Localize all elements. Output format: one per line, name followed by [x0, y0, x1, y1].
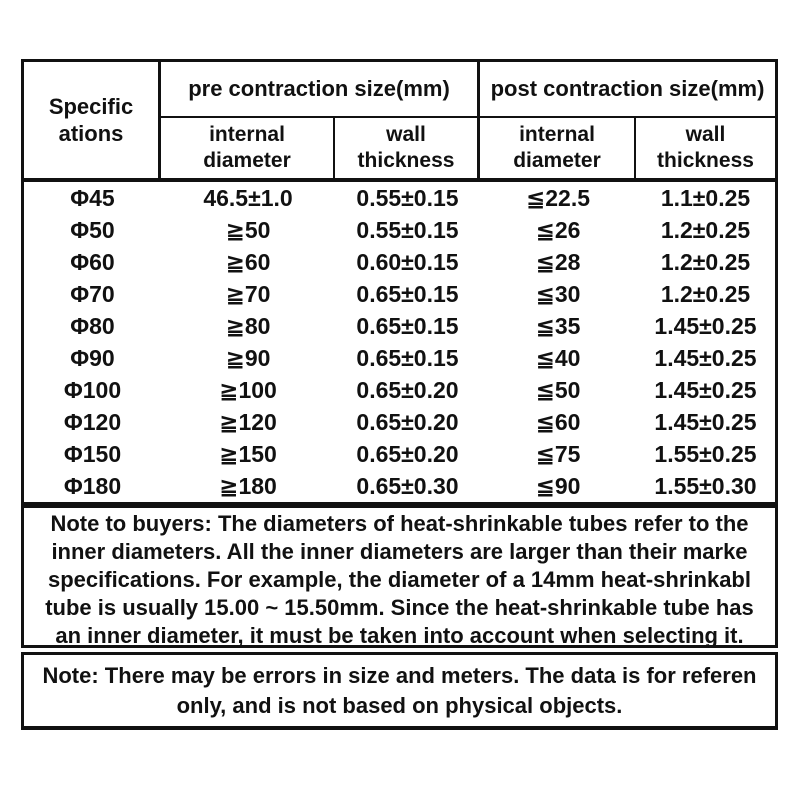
header-post-internal-diameter: internal diameter — [480, 118, 636, 178]
cell-post-wall: 1.45±0.25 — [654, 408, 757, 435]
cell-spec: Φ80 — [70, 312, 115, 339]
cell-post-wall: 1.45±0.25 — [654, 376, 757, 403]
cell-pre-internal: ≧100 — [219, 376, 277, 403]
cell-pre-wall: 0.65±0.20 — [356, 408, 459, 435]
cell-post-wall: 1.1±0.25 — [660, 184, 751, 211]
cell-post-wall: 1.45±0.25 — [654, 312, 757, 339]
cell-pre-internal: ≧180 — [219, 472, 277, 499]
cell-pre-wall: 0.65±0.20 — [356, 440, 459, 467]
cell-pre-internal: ≧60 — [225, 248, 271, 275]
cell-pre-internal: ≧70 — [225, 280, 271, 307]
header-post-wall-thickness: wall thickness — [657, 123, 754, 172]
cell-pre-wall: 0.55±0.15 — [356, 216, 459, 243]
cell-post-internal: ≦75 — [535, 440, 581, 467]
cell-pre-internal: 46.5±1.0 — [203, 184, 293, 211]
buyer-note-line: inner diameters. All the inner diameters… — [51, 539, 748, 564]
cell-pre-wall: 0.60±0.15 — [356, 248, 459, 275]
buyer-note-line: specifications. For example, the diamete… — [47, 567, 751, 592]
cell-pre-wall: 0.65±0.20 — [356, 376, 459, 403]
header-specifications: Specific ations — [24, 62, 161, 178]
cell-spec: Φ70 — [70, 280, 115, 307]
cell-post-internal: ≦40 — [535, 344, 581, 371]
cell-post-internal: ≦35 — [535, 312, 581, 339]
cell-post-internal: ≦90 — [535, 472, 581, 499]
cell-spec: Φ100 — [63, 376, 122, 403]
cell-pre-wall: 0.65±0.15 — [356, 280, 459, 307]
cell-pre-internal: ≧90 — [225, 344, 271, 371]
cell-spec: Φ150 — [63, 440, 122, 467]
buyer-note-box: Note to buyers: The diameters of heat-sh… — [21, 505, 778, 648]
cell-pre-internal: ≧80 — [225, 312, 271, 339]
header-pre-contraction-group: pre contraction size(mm) — [161, 62, 480, 118]
spec-table: Specific ations pre contraction size(mm)… — [21, 59, 778, 505]
buyer-note-line: an inner diameter, it must be taken into… — [55, 623, 744, 648]
cell-post-internal: ≦60 — [535, 408, 581, 435]
cell-pre-internal: ≧150 — [219, 440, 277, 467]
buyer-note-line: tube is usually 15.00 ~ 15.50mm. Since t… — [45, 595, 754, 620]
cell-post-wall: 1.2±0.25 — [660, 280, 751, 307]
cell-spec: Φ90 — [70, 344, 115, 371]
cell-post-wall: 1.45±0.25 — [654, 344, 757, 371]
cell-spec: Φ120 — [63, 408, 122, 435]
cell-pre-wall: 0.65±0.30 — [356, 472, 459, 499]
cell-spec: Φ45 — [70, 184, 115, 211]
cell-spec: Φ50 — [70, 216, 115, 243]
cell-post-wall: 1.55±0.25 — [654, 440, 757, 467]
cell-pre-wall: 0.65±0.15 — [356, 344, 459, 371]
cell-pre-wall: 0.65±0.15 — [356, 312, 459, 339]
cell-post-internal: ≦22.5 — [525, 184, 591, 211]
cell-post-wall: 1.2±0.25 — [660, 216, 751, 243]
cell-post-wall: 1.2±0.25 — [660, 248, 751, 275]
cell-post-internal: ≦26 — [535, 216, 581, 243]
cell-post-wall: 1.55±0.30 — [654, 472, 757, 499]
cell-post-internal: ≦30 — [535, 280, 581, 307]
table-header: Specific ations pre contraction size(mm)… — [24, 62, 775, 178]
size-error-note-line: only, and is not based on physical objec… — [176, 693, 623, 718]
table-body: Φ45 46.5±1.0 0.55±0.15 ≦22.5 1.1±0.25 Φ5… — [24, 182, 775, 502]
header-post-contraction-group: post contraction size(mm) — [480, 62, 775, 118]
size-error-note-line: Note: There may be errors in size and me… — [42, 663, 757, 688]
cell-post-internal: ≦28 — [535, 248, 581, 275]
size-error-note-box: Note: There may be errors in size and me… — [21, 652, 778, 730]
cell-pre-wall: 0.55±0.15 — [356, 184, 459, 211]
buyer-note-line: Note to buyers: The diameters of heat-sh… — [50, 511, 749, 536]
header-pre-internal-diameter: internal diameter — [161, 118, 335, 178]
cell-pre-internal: ≧120 — [219, 408, 277, 435]
cell-spec: Φ180 — [63, 472, 122, 499]
header-pre-wall-thickness: wall thickness — [335, 118, 480, 178]
header-body-divider — [24, 178, 775, 182]
cell-spec: Φ60 — [70, 248, 115, 275]
cell-post-internal: ≦50 — [535, 376, 581, 403]
cell-pre-internal: ≧50 — [225, 216, 271, 243]
